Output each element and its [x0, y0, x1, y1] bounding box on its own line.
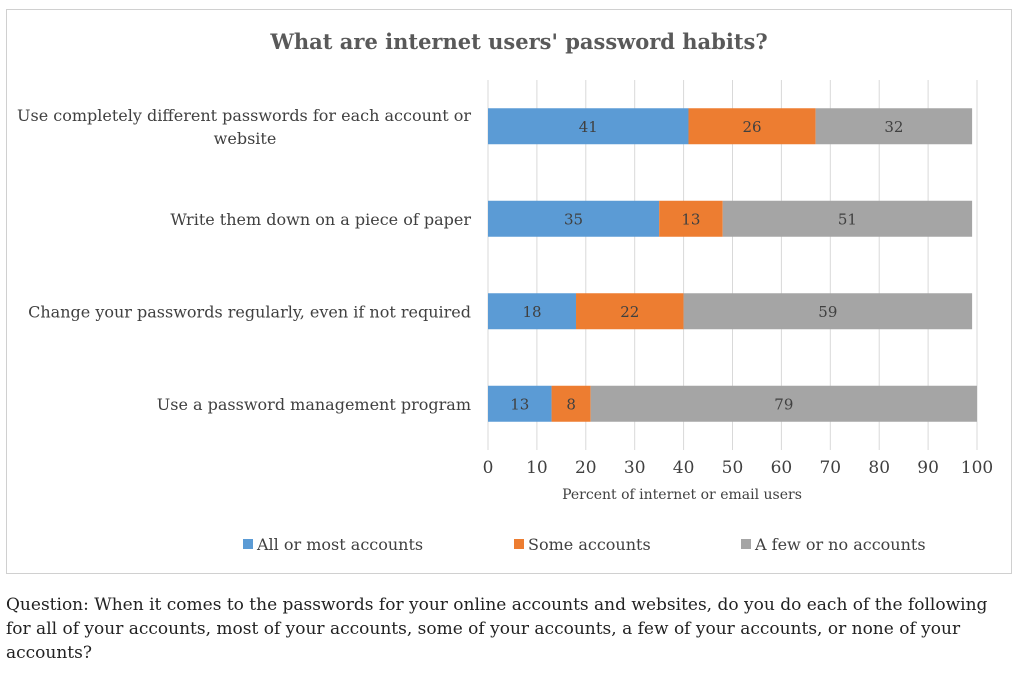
x-tick-label: 30 [624, 458, 646, 478]
data-label: 35 [564, 210, 583, 228]
x-tick-label: 40 [673, 458, 695, 478]
legend-label: A few or no accounts [754, 535, 926, 554]
legend-swatch [243, 539, 253, 549]
category-labels: Use completely different passwords for e… [17, 106, 471, 414]
bar-segment [576, 293, 684, 330]
data-label: 51 [838, 210, 857, 228]
bars: 41 26 32 35 13 51 18 22 59 13 8 79 [488, 108, 977, 422]
bar-segment [659, 200, 723, 237]
x-tick-label: 70 [819, 458, 841, 478]
x-tick-label: 60 [771, 458, 793, 478]
data-label: 13 [510, 395, 529, 413]
category-label: website [214, 129, 277, 148]
bar-segment [488, 200, 660, 237]
chart-title: What are internet users' password habits… [269, 29, 767, 54]
bar-segment [815, 108, 973, 145]
bar-segment [488, 385, 552, 422]
category-label: Write them down on a piece of paper [170, 210, 471, 229]
x-tick-label: 50 [722, 458, 744, 478]
legend-swatch [741, 539, 751, 549]
data-label: 32 [884, 118, 903, 136]
category-label: Use a password management program [157, 395, 471, 414]
bar-segment [488, 293, 577, 330]
x-tick-label: 100 [961, 458, 993, 478]
data-label: 59 [818, 303, 837, 321]
category-label: Change your passwords regularly, even if… [28, 302, 471, 321]
bar-segment [688, 108, 816, 145]
question-footnote: Question: When it comes to the passwords… [6, 595, 988, 663]
category-label: Use completely different passwords for e… [17, 106, 471, 125]
legend-swatch [514, 539, 524, 549]
bar-segment [551, 385, 591, 422]
x-tick-label: 80 [868, 458, 890, 478]
chart-frame: What are internet users' password habits… [6, 9, 1012, 574]
legend-label: Some accounts [528, 535, 651, 554]
data-label: 18 [522, 303, 541, 321]
data-label: 13 [681, 210, 700, 228]
data-label: 22 [620, 303, 639, 321]
x-axis-ticks: 0 10 20 30 40 50 60 70 80 90 100 [483, 458, 994, 478]
bar-segment [683, 293, 973, 330]
x-tick-label: 90 [917, 458, 939, 478]
x-tick-label: 10 [526, 458, 548, 478]
x-tick-label: 20 [575, 458, 597, 478]
data-label: 41 [579, 118, 598, 136]
stacked-bar-chart: What are internet users' password habits… [17, 29, 994, 554]
bar-segment [590, 385, 977, 422]
legend-label: All or most accounts [256, 535, 423, 554]
bar-segment [722, 200, 973, 237]
x-tick-label: 0 [483, 458, 494, 478]
bar-segment [488, 108, 689, 145]
data-label: 8 [566, 395, 576, 413]
data-label: 79 [774, 395, 793, 413]
data-label: 26 [743, 118, 762, 136]
x-axis-label: Percent of internet or email users [562, 487, 802, 503]
legend: All or most accounts Some accounts A few o… [243, 535, 926, 554]
